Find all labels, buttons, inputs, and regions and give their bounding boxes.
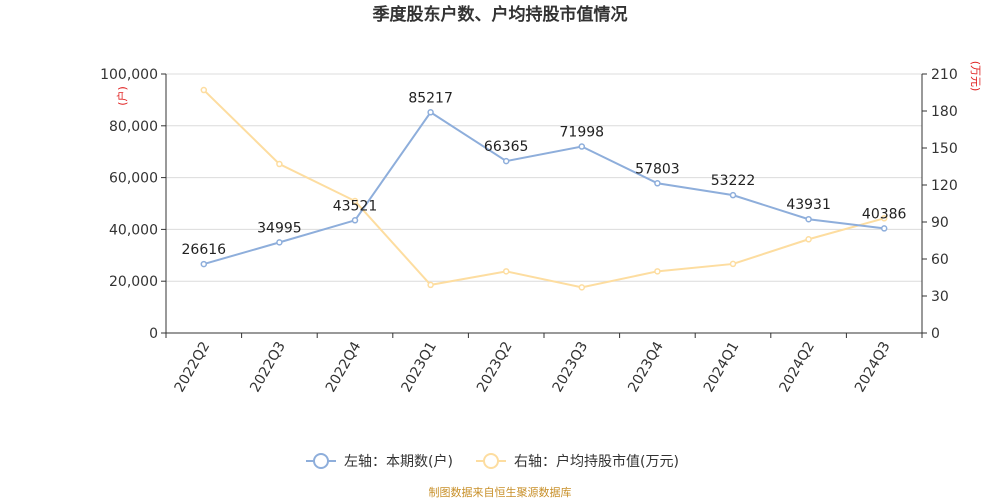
data-point xyxy=(805,215,812,223)
series xyxy=(200,86,888,291)
right-axis-tick-label: 60 xyxy=(931,252,949,268)
left-axis-unit: (户) xyxy=(115,86,129,106)
left-axis-tick-label: 60,000 xyxy=(109,171,158,187)
left-axis-tick-label: 100,000 xyxy=(100,67,158,83)
data-label: 43931 xyxy=(786,197,831,213)
data-label: 57803 xyxy=(635,161,680,177)
right-axis-tick-label: 30 xyxy=(931,289,949,305)
legend-label: 左轴：本期数(户) xyxy=(344,453,453,470)
left-axis-tick-label: 40,000 xyxy=(109,222,158,238)
data-point xyxy=(880,215,888,222)
data-point xyxy=(578,143,586,150)
x-axis-tick-label: 2022Q4 xyxy=(323,339,365,395)
x-axis-tick-label: 2023Q4 xyxy=(625,339,667,395)
data-label: 71998 xyxy=(560,125,605,141)
data-label: 40386 xyxy=(862,206,907,222)
right-axis-tick-label: 180 xyxy=(931,104,958,120)
right-axis-unit: (万元) xyxy=(969,61,982,92)
chart-title: 季度股东户数、户均持股市值情况 xyxy=(373,4,628,25)
right-axis-tick-label: 210 xyxy=(931,67,958,83)
data-point xyxy=(200,260,208,268)
data-point xyxy=(351,217,359,224)
data-label: 34995 xyxy=(257,220,302,236)
data-label: 26616 xyxy=(182,242,227,258)
data-point xyxy=(200,86,208,94)
data-point xyxy=(427,281,434,289)
x-axis-tick-label: 2024Q1 xyxy=(701,339,743,395)
legend-marker xyxy=(483,453,499,469)
right-axis-tick-label: 150 xyxy=(931,141,958,157)
right-axis-tick-label: 0 xyxy=(931,326,940,342)
left-axis-tick-label: 80,000 xyxy=(109,119,158,135)
x-axis-tick-label: 2024Q2 xyxy=(776,339,818,395)
series-line xyxy=(203,110,885,266)
data-point xyxy=(276,239,283,246)
legend[interactable]: 左轴：本期数(户) 右轴：户均持股市值(万元) xyxy=(306,453,679,470)
data-point xyxy=(578,284,586,291)
data-point xyxy=(654,268,661,275)
data-point xyxy=(427,109,434,116)
legend-label: 右轴：户均持股市值(万元) xyxy=(514,453,679,470)
data-point xyxy=(276,160,283,168)
right-axis-tick-label: 120 xyxy=(931,178,958,194)
data-point xyxy=(351,197,359,205)
data-point xyxy=(502,157,510,165)
x-axis-tick-label: 2024Q3 xyxy=(852,339,894,395)
x-axis-tick-label: 2023Q3 xyxy=(550,339,592,395)
data-label: 66365 xyxy=(484,139,529,155)
data-label: 43521 xyxy=(333,198,378,214)
left-axis-tick-label: 20,000 xyxy=(109,274,158,290)
x-axis-tick-label: 2022Q2 xyxy=(172,339,214,395)
data-point xyxy=(502,268,510,275)
data-labels: 26616 34995 43521 85217 66365 71998 57803 53222… xyxy=(182,90,907,258)
x-axis-tick-label: 2022Q3 xyxy=(247,339,289,395)
legend-marker xyxy=(313,453,329,469)
data-label: 85217 xyxy=(408,90,453,106)
data-point xyxy=(880,225,888,232)
data-label: 53222 xyxy=(711,173,756,189)
series-line xyxy=(203,89,885,289)
x-axis-tick-label: 2023Q2 xyxy=(474,339,516,395)
source-note: 制图数据来自恒生聚源数据库 xyxy=(429,485,572,499)
data-point xyxy=(729,260,737,268)
x-axis-tick-label: 2023Q1 xyxy=(398,339,440,395)
data-point xyxy=(654,180,661,187)
data-point xyxy=(805,236,812,243)
left-axis-tick-label: 0 xyxy=(149,326,158,342)
right-axis-tick-label: 90 xyxy=(931,215,949,231)
data-point xyxy=(729,191,737,199)
